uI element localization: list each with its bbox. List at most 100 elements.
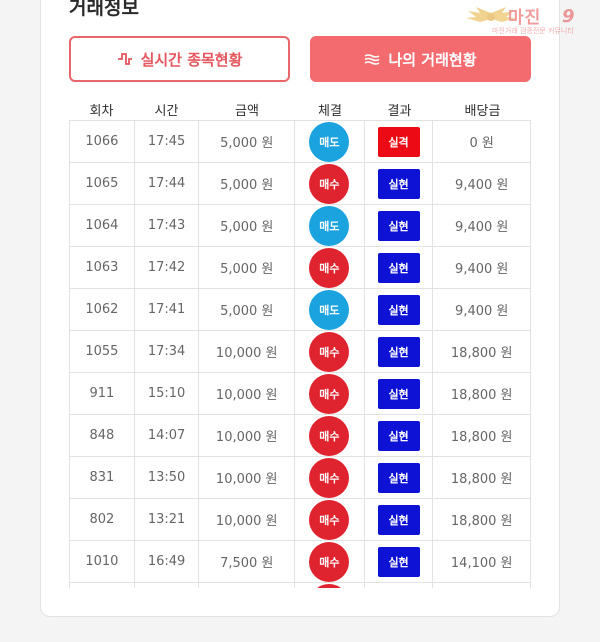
realtime-status-button[interactable]: 실시간 종목현황 xyxy=(69,36,290,82)
time-value: 16:49 xyxy=(147,554,186,569)
cell-time: 17:44 xyxy=(135,163,200,204)
table-row: 1063 17:42 5,000 원 매수 실현 9,400 원 xyxy=(70,246,530,288)
sell-badge: 매도 xyxy=(309,289,350,330)
result-win-badge: 실현 xyxy=(377,294,420,325)
cell-payout: 18,800 원 xyxy=(433,373,530,414)
cell-result: 실현 xyxy=(365,247,434,288)
watermark-tagline: 마진거래 검증전문 커뮤니티 xyxy=(492,27,574,35)
my-trades-label: 나의 거래현황 xyxy=(388,50,477,69)
header-payout: 배당금 xyxy=(464,103,501,119)
time-value: 17:34 xyxy=(147,344,186,359)
cell-amount: 10,000 원 xyxy=(199,331,296,372)
result-win-badge: 실현 xyxy=(377,252,420,283)
cell-payout: 14,100 원 xyxy=(433,541,530,582)
round-value: 1063 xyxy=(85,260,119,275)
cell-trade: 매수 xyxy=(295,247,365,288)
table-row: 1055 17:34 10,000 원 매수 실현 18,800 원 xyxy=(70,330,530,372)
payout-value: 9,400 원 xyxy=(455,178,509,193)
wave-lines-icon xyxy=(365,54,380,65)
amount-value: 10,000 원 xyxy=(215,430,278,445)
cell-trade: 매도 xyxy=(295,121,365,162)
cell-result: 실현 xyxy=(365,541,434,582)
cell-round: 831 xyxy=(70,457,135,498)
cell-time: 14:07 xyxy=(135,415,200,456)
round-value: 911 xyxy=(89,386,115,401)
result-win-badge: 실현 xyxy=(377,546,420,577)
cell-payout: 9,400 원 xyxy=(433,289,530,330)
table-row: 848 14:07 10,000 원 매수 실현 18,800 원 xyxy=(70,414,530,456)
result-win-badge: 실현 xyxy=(377,504,420,535)
payout-value: 18,800 원 xyxy=(450,346,513,361)
cell-amount: 10,000 원 xyxy=(199,415,296,456)
nine-logo-icon: 9 xyxy=(562,6,575,25)
time-value: 17:45 xyxy=(147,134,186,149)
amount-value: 5,000 원 xyxy=(220,220,274,235)
cell-payout: 9,400 원 xyxy=(433,205,530,246)
cell-trade: 매수 xyxy=(295,457,365,498)
buy-badge: 매수 xyxy=(309,331,350,372)
payout-value: 14,100 원 xyxy=(450,556,513,571)
round-value: 1055 xyxy=(85,344,119,359)
cell-round xyxy=(70,583,135,588)
round-value: 1065 xyxy=(85,176,119,191)
round-value: 1010 xyxy=(85,554,119,569)
time-value: 17:42 xyxy=(147,260,186,275)
buy-badge: 매수 xyxy=(309,163,350,204)
time-value: 17:43 xyxy=(147,218,186,233)
header-result: 결과 xyxy=(387,103,412,119)
trade-info-card: 거래정보 xyxy=(40,0,560,617)
amount-value: 10,000 원 xyxy=(215,514,278,529)
result-win-badge: 실현 xyxy=(377,420,420,451)
cell-trade: 매수 xyxy=(295,499,365,540)
cell-payout xyxy=(433,583,530,588)
amount-value: 5,000 원 xyxy=(220,136,274,151)
cell-result: 실격 xyxy=(365,121,434,162)
cell-result: 실현 xyxy=(365,331,434,372)
table-row: 1062 17:41 5,000 원 매도 실현 9,400 원 xyxy=(70,288,530,330)
payout-value: 18,800 원 xyxy=(450,388,513,403)
cell-result xyxy=(365,583,434,588)
time-value: 17:41 xyxy=(147,302,186,317)
cell-amount: 10,000 원 xyxy=(199,373,296,414)
table-row: 1066 17:45 5,000 원 매도 실격 0 원 xyxy=(70,120,530,162)
cell-round: 1063 xyxy=(70,247,135,288)
header-round: 회차 xyxy=(89,103,114,119)
sell-badge: 매도 xyxy=(309,205,350,246)
cell-result: 실현 xyxy=(365,499,434,540)
table-row: 831 13:50 10,000 원 매수 실현 18,800 원 xyxy=(70,456,530,498)
round-value: 1062 xyxy=(85,302,119,317)
amount-value: 10,000 원 xyxy=(215,346,278,361)
cell-round: 1062 xyxy=(70,289,135,330)
table-header: 회차 시간 금액 체결 결과 배당금 xyxy=(69,98,531,120)
cell-result: 실현 xyxy=(365,205,434,246)
round-value: 1066 xyxy=(85,134,119,149)
cell-round: 1055 xyxy=(70,331,135,372)
cell-amount: 5,000 원 xyxy=(199,205,296,246)
cell-result: 실현 xyxy=(365,457,434,498)
cell-time xyxy=(135,583,200,588)
header-trade: 체결 xyxy=(318,103,342,119)
cell-payout: 18,800 원 xyxy=(433,415,530,456)
cell-trade: 매도 xyxy=(295,205,365,246)
pulse-icon xyxy=(117,53,132,65)
cell-payout: 18,800 원 xyxy=(433,499,530,540)
cell-trade: 매수 xyxy=(295,415,365,456)
cell-trade: 매수 xyxy=(295,163,365,204)
amount-value: 5,000 원 xyxy=(220,304,274,319)
table-row: 911 15:10 10,000 원 매수 실현 18,800 원 xyxy=(70,372,530,414)
watermark-brand: 마진 xyxy=(508,8,542,28)
cell-time: 16:49 xyxy=(135,541,200,582)
time-value: 17:44 xyxy=(147,176,186,191)
cell-result: 실현 xyxy=(365,415,434,456)
buy-badge: 매수 xyxy=(309,541,350,582)
cell-round: 1066 xyxy=(70,121,135,162)
table-row: 1065 17:44 5,000 원 매수 실현 9,400 원 xyxy=(70,162,530,204)
payout-value: 0 원 xyxy=(469,136,494,151)
payout-value: 18,800 원 xyxy=(450,430,513,445)
buy-badge: 매수 xyxy=(309,499,350,540)
my-trades-button[interactable]: 나의 거래현황 xyxy=(310,36,531,82)
header-time: 시간 xyxy=(154,103,179,119)
svg-text:9: 9 xyxy=(562,6,575,25)
table-row: 1064 17:43 5,000 원 매도 실현 9,400 원 xyxy=(70,204,530,246)
